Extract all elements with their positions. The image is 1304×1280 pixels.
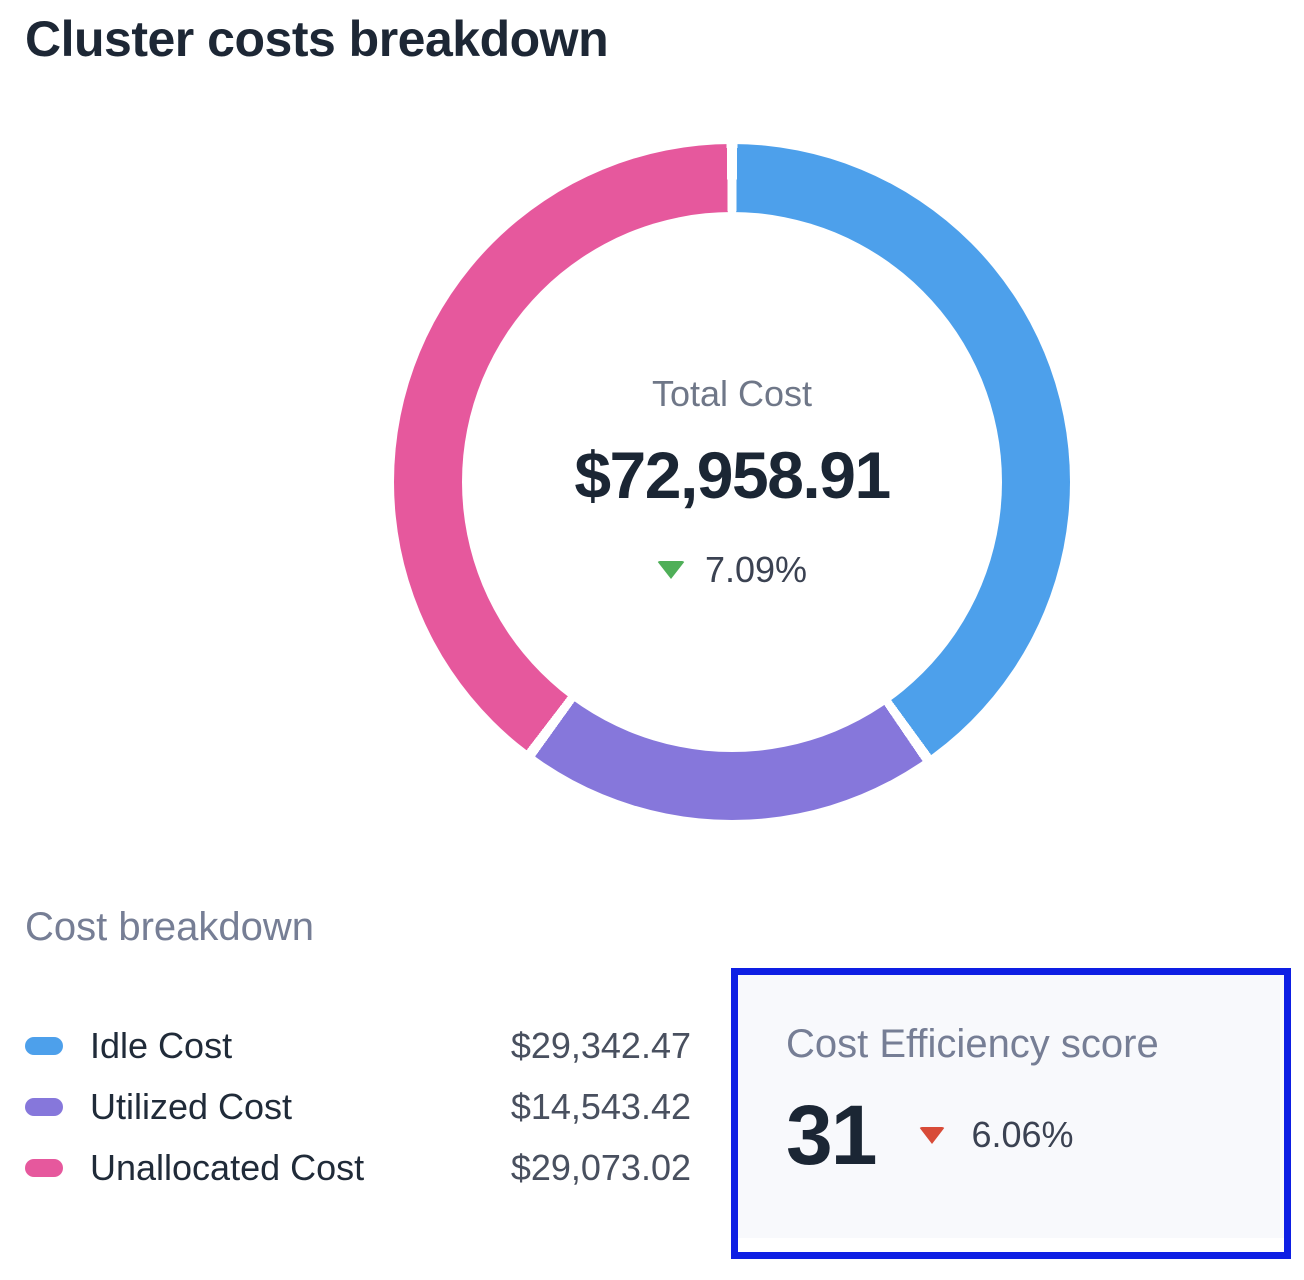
cost-efficiency-card: Cost Efficiency score 31 6.06% bbox=[731, 968, 1291, 1259]
legend-label-unallocated-cost: Unallocated Cost bbox=[90, 1147, 365, 1188]
trend-down-red-icon bbox=[919, 1126, 946, 1144]
page-title: Cluster costs breakdown bbox=[25, 11, 609, 67]
total-cost-value: $72,958.91 bbox=[574, 438, 891, 512]
donut-chart: Total Cost $72,958.91 7.09% bbox=[394, 144, 1070, 820]
legend-value-idle-cost: $29,342.47 bbox=[510, 1025, 691, 1066]
donut-hole bbox=[462, 212, 1002, 752]
legend-value-utilized-cost: $14,543.42 bbox=[510, 1086, 691, 1127]
legend-swatch-idle-cost bbox=[25, 1037, 63, 1055]
cost-efficiency-change: 6.06% bbox=[971, 1114, 1074, 1155]
legend-label-utilized-cost: Utilized Cost bbox=[90, 1086, 293, 1127]
legend-row-unallocated-cost[interactable]: Unallocated Cost $29,073.02 bbox=[25, 1146, 691, 1190]
cost-breakdown-legend: Idle Cost $29,342.47 Utilized Cost $14,543.… bbox=[25, 1024, 691, 1207]
cost-breakdown-heading: Cost breakdown bbox=[25, 905, 315, 949]
legend-row-utilized-cost[interactable]: Utilized Cost $14,543.42 bbox=[25, 1085, 691, 1129]
legend-row-idle-cost[interactable]: Idle Cost $29,342.47 bbox=[25, 1024, 691, 1068]
legend-swatch-unallocated-cost bbox=[25, 1159, 63, 1177]
total-cost-change-row: 7.09% bbox=[656, 549, 808, 591]
cost-efficiency-score: 31 bbox=[786, 1088, 877, 1182]
legend-swatch-utilized-cost bbox=[25, 1098, 63, 1116]
total-cost-label: Total Cost bbox=[651, 373, 813, 414]
total-cost-change: 7.09% bbox=[704, 549, 808, 590]
legend-label-idle-cost: Idle Cost bbox=[90, 1025, 233, 1066]
cost-efficiency-score-row: 31 6.06% bbox=[786, 1093, 1284, 1177]
trend-down-green-icon bbox=[656, 561, 685, 579]
legend-value-unallocated-cost: $29,073.02 bbox=[510, 1147, 691, 1188]
donut-center: Total Cost $72,958.91 7.09% bbox=[462, 212, 1002, 752]
cost-efficiency-title: Cost Efficiency score bbox=[786, 1022, 1159, 1066]
